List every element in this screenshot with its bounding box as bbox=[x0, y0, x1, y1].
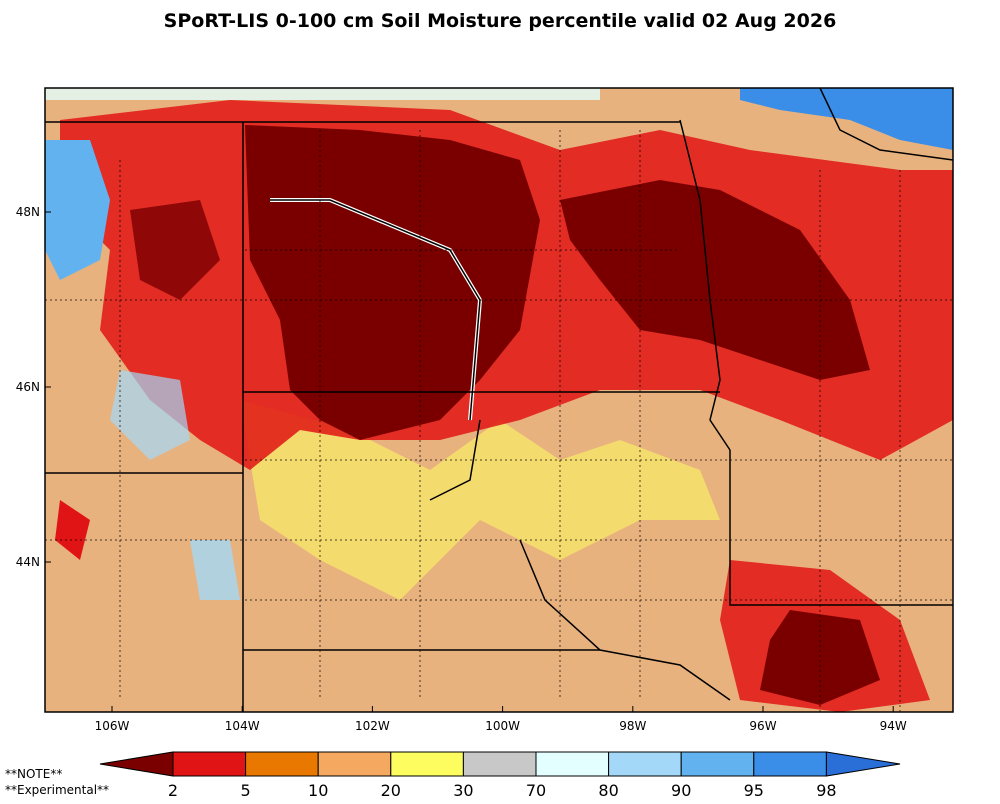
colorbar-segment bbox=[462, 751, 537, 777]
colorbar-end bbox=[825, 751, 901, 777]
colorbar-label: 70 bbox=[526, 781, 546, 800]
colorbar-segment bbox=[608, 751, 682, 777]
colorbar-segment bbox=[535, 751, 610, 777]
lat-label: 48N bbox=[16, 205, 40, 219]
colorbar-label: 98 bbox=[816, 781, 836, 800]
map-field bbox=[45, 88, 953, 712]
colorbar-segment bbox=[172, 751, 247, 777]
note: **NOTE** bbox=[5, 767, 62, 781]
lon-label: 94W bbox=[880, 719, 907, 733]
lon-label: 104W bbox=[225, 719, 260, 733]
colorbar-segment bbox=[753, 751, 827, 777]
colorbar-label: 2 bbox=[168, 781, 178, 800]
colorbar-segment bbox=[317, 751, 392, 777]
colorbar-label: 30 bbox=[453, 781, 473, 800]
colorbar-segment bbox=[680, 751, 755, 777]
colorbar-label: 5 bbox=[241, 781, 251, 800]
lat-label: 44N bbox=[16, 555, 40, 569]
lon-label: 102W bbox=[355, 719, 390, 733]
colorbar-label: 80 bbox=[598, 781, 618, 800]
lon-label: 100W bbox=[485, 719, 520, 733]
lon-label: 96W bbox=[749, 719, 776, 733]
title: SPoRT-LIS 0-100 cm Soil Moisture percent… bbox=[164, 10, 837, 32]
colorbar-label: 20 bbox=[381, 781, 401, 800]
note: **Experimental** bbox=[5, 783, 109, 797]
lon-label: 98W bbox=[619, 719, 646, 733]
map-frame bbox=[44, 87, 954, 713]
lon-label: 106W bbox=[95, 719, 130, 733]
colorbar-segment bbox=[390, 751, 464, 777]
colorbar-segment bbox=[245, 751, 319, 777]
colorbar-end bbox=[99, 751, 174, 777]
colorbar-label: 90 bbox=[671, 781, 691, 800]
lat-label: 46N bbox=[16, 380, 40, 394]
colorbar-label: 10 bbox=[308, 781, 328, 800]
colorbar-label: 95 bbox=[744, 781, 764, 800]
